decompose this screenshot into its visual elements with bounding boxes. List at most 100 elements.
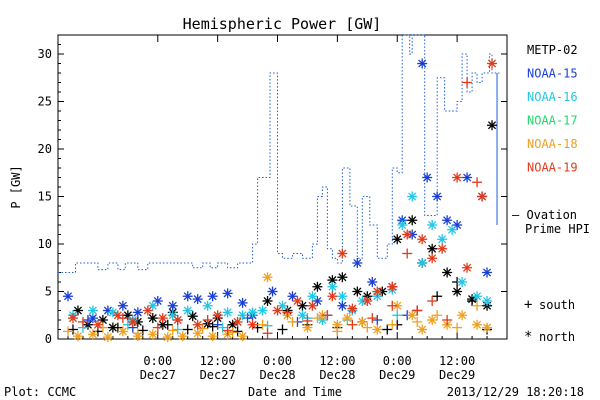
north-star-marker	[257, 305, 268, 316]
south-plus-marker	[432, 291, 443, 302]
north-star-marker	[307, 300, 318, 311]
south-plus-marker	[392, 310, 403, 321]
y-tick-label: 10	[38, 237, 52, 251]
north-star-marker	[387, 281, 398, 292]
north-star-marker	[457, 310, 468, 321]
south-plus-marker	[287, 316, 298, 327]
y-axis-label: P [GW]	[9, 165, 23, 208]
north-star-marker	[167, 300, 178, 311]
north-star-marker	[117, 326, 128, 337]
x-tick-time-label: 12:00	[200, 354, 236, 368]
south-plus-marker	[387, 319, 398, 330]
north-star-marker	[397, 220, 408, 230]
south-plus-marker	[362, 322, 373, 333]
x-tick-time-label: 0:00	[383, 354, 412, 368]
north-star-marker	[337, 300, 348, 311]
north-star-marker	[462, 172, 473, 183]
south-plus-marker	[172, 324, 183, 335]
north-star-marker	[427, 315, 438, 325]
south-plus-marker	[282, 307, 293, 318]
north-star-marker	[177, 331, 188, 342]
south-plus-marker	[387, 300, 398, 311]
north-star-marker	[337, 291, 348, 302]
ovation-legend: — Ovation Prime HPI	[512, 208, 590, 236]
north-star-marker	[442, 267, 453, 278]
south-plus-marker	[432, 310, 443, 321]
south-plus-marker	[332, 326, 343, 337]
north-star-marker	[92, 319, 103, 330]
north-star-marker	[162, 332, 173, 343]
north-star-marker	[192, 328, 203, 339]
south-plus-marker	[167, 325, 178, 336]
north-star-marker	[372, 324, 383, 335]
north-star-marker	[202, 300, 213, 311]
north-star-marker	[262, 272, 273, 283]
north-star-marker	[292, 296, 303, 306]
south-plus-marker	[312, 313, 323, 324]
ovation-hpi-path	[58, 34, 500, 273]
north-star-marker	[327, 281, 338, 292]
north-star-marker	[437, 234, 448, 245]
south-plus-marker	[277, 324, 288, 335]
legend: METP-02 NOAA-15 NOAA-16 NOAA-17 NOAA-18 NOAA-…	[527, 43, 578, 175]
north-star-marker	[447, 224, 458, 235]
north-star-marker	[427, 220, 438, 230]
north-star-marker	[132, 307, 143, 318]
north-star-marker	[272, 305, 283, 316]
plot-timestamp: 2013/12/29 18:20:18	[447, 385, 584, 399]
ovation-legend-line1: — Ovation	[512, 208, 577, 222]
plot-frame	[57, 34, 508, 340]
north-star-marker	[237, 331, 248, 342]
north-star-marker	[327, 291, 338, 302]
south-plus-marker	[77, 316, 88, 327]
north-star-marker	[332, 319, 343, 330]
north-star-marker	[147, 313, 158, 324]
south-plus-marker	[162, 319, 173, 330]
satellite-markers	[62, 58, 498, 343]
north-star-marker	[182, 291, 193, 302]
north-star-marker	[337, 248, 348, 259]
north-star-marker	[212, 310, 223, 321]
south-plus-marker	[472, 177, 483, 188]
north-star-marker	[207, 291, 218, 302]
south-plus-marker	[222, 325, 233, 336]
marker-legend-symbol: +	[524, 297, 532, 313]
x-tick-date-label: Dec27	[200, 368, 236, 382]
north-star-marker	[247, 307, 258, 318]
south-plus-marker	[382, 324, 393, 335]
south-plus-marker	[132, 328, 143, 339]
south-plus-marker	[207, 321, 218, 332]
north-star-marker	[482, 296, 493, 306]
south-plus-marker	[182, 324, 193, 335]
north-star-marker	[417, 234, 428, 245]
north-star-marker	[487, 58, 498, 69]
south-plus-marker	[427, 296, 438, 306]
south-plus-marker	[462, 77, 473, 88]
y-tick-label: 30	[38, 47, 52, 61]
south-plus-marker	[117, 313, 128, 324]
north-star-marker	[237, 297, 248, 308]
ovation-hpi-line	[58, 34, 500, 273]
x-tick-date-label: Dec27	[140, 368, 176, 382]
north-star-marker	[312, 281, 323, 292]
y-tick-label: 20	[38, 142, 52, 156]
north-star-marker	[402, 229, 413, 240]
north-star-marker	[247, 319, 258, 330]
north-star-marker	[62, 291, 73, 302]
north-star-marker	[367, 277, 378, 287]
north-star-marker	[437, 243, 448, 254]
north-star-marker	[417, 58, 428, 69]
north-star-marker	[172, 315, 183, 325]
south-plus-marker	[442, 315, 453, 325]
south-plus-marker	[67, 324, 78, 335]
x-axis-label: Date and Time	[248, 385, 342, 399]
north-star-marker	[87, 329, 98, 340]
north-star-marker	[407, 215, 418, 226]
south-plus-marker	[202, 315, 213, 325]
north-star-marker	[452, 286, 463, 297]
north-star-marker	[67, 313, 78, 324]
north-star-marker	[192, 294, 203, 305]
north-star-marker	[337, 272, 348, 283]
x-tick-time-label: 12:00	[439, 354, 475, 368]
